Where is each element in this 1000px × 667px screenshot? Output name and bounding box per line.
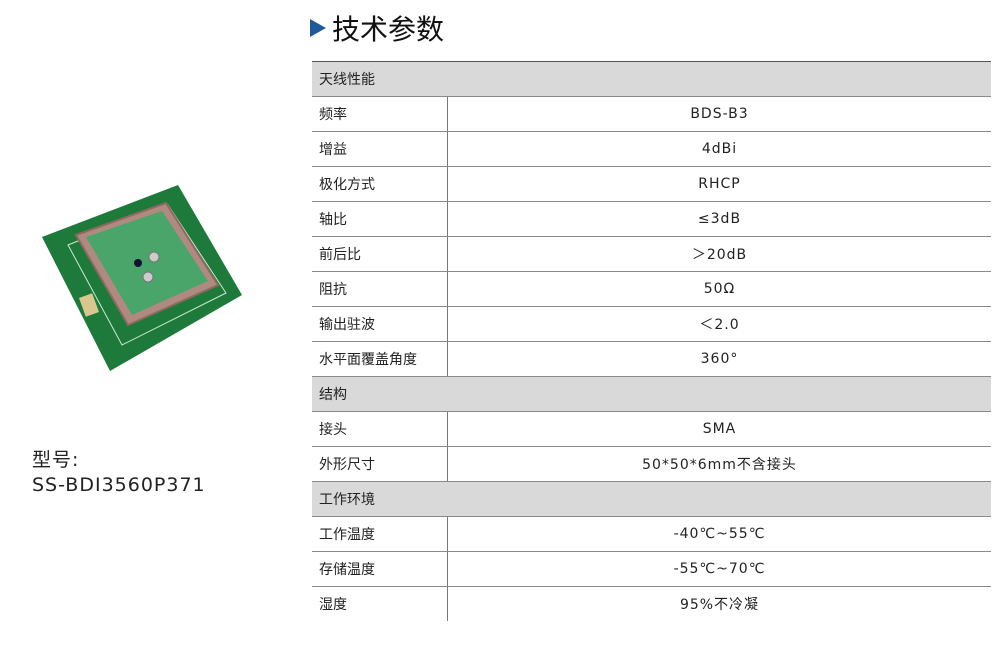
param-name: 水平面覆盖角度 bbox=[312, 341, 448, 377]
section-header-row: 结构 bbox=[312, 376, 991, 412]
table-row: 输出驻波 ＜2.0 bbox=[312, 306, 991, 342]
param-value: ＜2.0 bbox=[447, 306, 991, 342]
triangle-bullet-icon bbox=[310, 19, 326, 37]
param-name: 增益 bbox=[312, 131, 448, 167]
param-value: 50Ω bbox=[447, 271, 991, 307]
param-name: 存储温度 bbox=[312, 551, 448, 587]
antenna-product-image bbox=[42, 185, 242, 371]
table-row: 存储温度 -55℃~70℃ bbox=[312, 551, 991, 587]
table-row: 前后比 ＞20dB bbox=[312, 236, 991, 272]
param-value: 50*50*6mm不含接头 bbox=[447, 446, 991, 482]
param-value: 4dBi bbox=[447, 131, 991, 167]
table-row: 外形尺寸 50*50*6mm不含接头 bbox=[312, 446, 991, 482]
via-hole bbox=[134, 259, 142, 267]
param-name: 轴比 bbox=[312, 201, 448, 237]
param-name: 输出驻波 bbox=[312, 306, 448, 342]
table-row: 增益 4dBi bbox=[312, 131, 991, 167]
param-name: 湿度 bbox=[312, 586, 448, 621]
param-value: SMA bbox=[447, 411, 991, 447]
sma-pad bbox=[79, 293, 99, 317]
param-value: BDS-B3 bbox=[447, 96, 991, 132]
feed-pin bbox=[148, 251, 160, 263]
table-row: 阻抗 50Ω bbox=[312, 271, 991, 307]
spec-table: 天线性能 频率 BDS-B3 增益 4dBi 极化方式 RHCP 轴比 ≤3dB 前后比 ＞20dB… bbox=[312, 61, 991, 621]
table-row: 频率 BDS-B3 bbox=[312, 96, 991, 132]
section-title: 技术参数 bbox=[310, 8, 444, 48]
param-value: ＞20dB bbox=[447, 236, 991, 272]
table-row: 极化方式 RHCP bbox=[312, 166, 991, 202]
section-header: 工作环境 bbox=[312, 481, 991, 517]
param-name: 工作温度 bbox=[312, 516, 448, 552]
feed-pin bbox=[142, 271, 154, 283]
param-name: 阻抗 bbox=[312, 271, 448, 307]
param-value: -55℃~70℃ bbox=[447, 551, 991, 587]
param-value: RHCP bbox=[447, 166, 991, 202]
table-row: 接头 SMA bbox=[312, 411, 991, 447]
model-label: 型号: bbox=[32, 449, 80, 471]
table-row: 工作温度 -40℃~55℃ bbox=[312, 516, 991, 552]
patch-surface bbox=[86, 211, 208, 315]
param-name: 接头 bbox=[312, 411, 448, 447]
param-name: 外形尺寸 bbox=[312, 446, 448, 482]
param-value: 95%不冷凝 bbox=[679, 597, 760, 613]
table-row: 水平面覆盖角度 360° bbox=[312, 341, 991, 377]
model-number: SS-BDI3560P371 bbox=[32, 474, 206, 496]
param-value: ≤3dB bbox=[447, 201, 991, 237]
section-header-row: 工作环境 bbox=[312, 481, 991, 517]
table-row: 轴比 ≤3dB bbox=[312, 201, 991, 237]
param-name: 前后比 bbox=[312, 236, 448, 272]
table-row: 湿度 95%不冷凝 bbox=[312, 586, 991, 621]
param-value: -40℃~55℃ bbox=[447, 516, 991, 552]
param-name: 频率 bbox=[312, 96, 448, 132]
section-header: 天线性能 bbox=[312, 61, 991, 97]
param-value: 360° bbox=[447, 341, 991, 377]
model-info: 型号: SS-BDI3560P371 bbox=[32, 448, 206, 498]
section-title-text: 技术参数 bbox=[332, 13, 445, 46]
section-header: 结构 bbox=[312, 376, 991, 412]
param-name: 极化方式 bbox=[312, 166, 448, 202]
section-header-row: 天线性能 bbox=[312, 61, 991, 97]
